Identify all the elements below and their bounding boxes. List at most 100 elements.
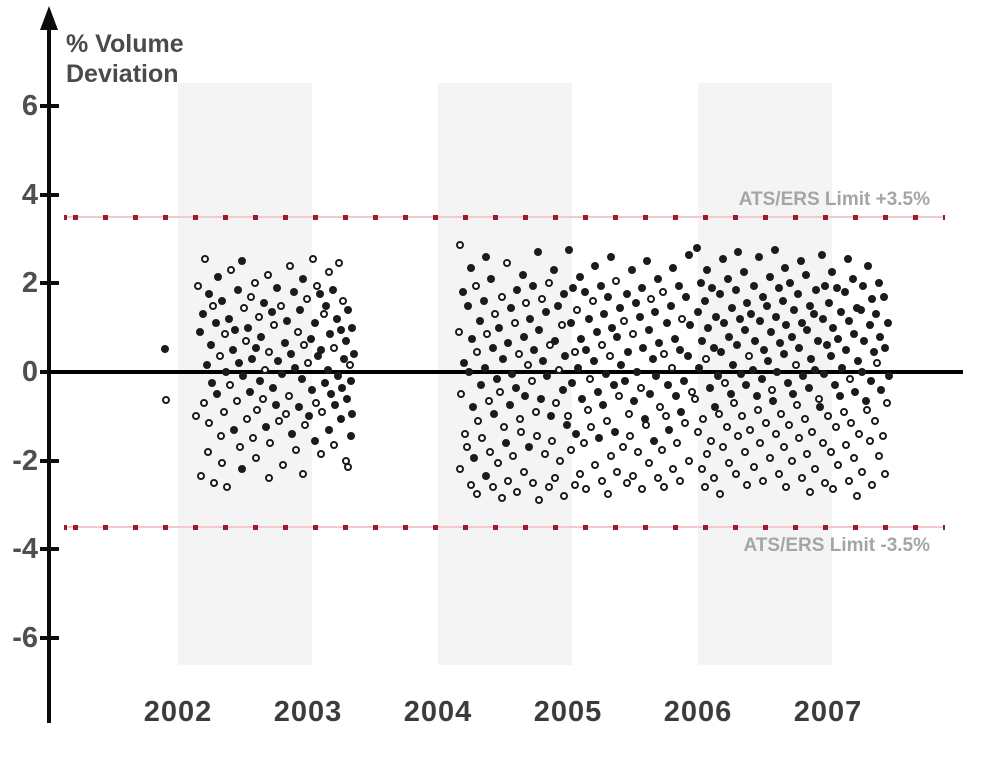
scatter-point-filled <box>213 390 221 399</box>
scatter-point-filled <box>645 390 654 399</box>
scatter-point-filled <box>237 465 246 474</box>
scatter-point-open <box>281 410 290 419</box>
scatter-point-filled <box>582 345 591 354</box>
scatter-point-filled <box>610 427 619 436</box>
scatter-point-filled <box>762 301 771 310</box>
limit-line-dashes <box>64 214 945 220</box>
scatter-point-filled <box>244 323 253 332</box>
scatter-point-filled <box>740 325 749 334</box>
scatter-point-filled <box>327 390 336 399</box>
scatter-point-filled <box>331 401 340 410</box>
scatter-point-open <box>219 407 228 416</box>
scatter-point-open <box>515 414 524 423</box>
scatter-point-filled <box>674 281 683 290</box>
scatter-point-filled <box>710 403 719 412</box>
scatter-point-open <box>276 301 285 310</box>
scatter-point-filled <box>809 310 818 319</box>
scatter-point-open <box>209 301 218 310</box>
scatter-point-open <box>304 359 312 368</box>
scatter-point-filled <box>769 396 778 405</box>
scatter-point-filled <box>735 314 744 323</box>
scatter-point-filled <box>817 250 826 259</box>
scatter-point-filled <box>716 290 725 299</box>
scatter-point-filled <box>289 288 298 297</box>
scatter-point-open <box>734 432 743 441</box>
scatter-point-filled <box>662 319 671 328</box>
scatter-point-open <box>579 438 588 447</box>
scatter-point-open <box>619 317 628 326</box>
scatter-point-filled <box>558 385 567 394</box>
scatter-point-filled <box>772 312 780 321</box>
scatter-point-open <box>232 396 241 405</box>
scatter-point-open <box>573 305 582 314</box>
scatter-point-filled <box>850 330 858 339</box>
limit-line <box>64 525 945 531</box>
scatter-point-open <box>701 354 710 363</box>
scatter-point-filled <box>346 432 355 441</box>
scatter-point-filled <box>825 299 834 308</box>
scatter-point-open <box>509 452 518 461</box>
scatter-point-open <box>552 399 561 407</box>
scatter-point-open <box>335 259 344 268</box>
scatter-point-filled <box>869 348 878 357</box>
scatter-point-filled <box>861 396 870 405</box>
scatter-point-open <box>462 443 471 452</box>
scatter-point-filled <box>525 443 533 452</box>
scatter-point-open <box>527 376 536 385</box>
scatter-point-open <box>791 361 800 370</box>
scatter-point-filled <box>820 370 829 379</box>
scatter-point-filled <box>790 305 799 314</box>
scatter-point-open <box>772 430 780 439</box>
scatter-point-open <box>850 454 858 463</box>
scatter-point-filled <box>775 339 784 348</box>
scatter-point-filled <box>535 325 544 334</box>
scatter-point-open <box>852 492 861 501</box>
scatter-point-filled <box>835 392 844 401</box>
scatter-point-open <box>821 478 830 487</box>
scatter-point-open <box>834 461 843 470</box>
scatter-point-open <box>514 350 523 359</box>
scatter-point-filled <box>866 376 875 385</box>
scatter-point-filled <box>677 407 686 416</box>
scatter-point-open <box>597 476 606 485</box>
scatter-point-filled <box>717 348 726 357</box>
scatter-point-open <box>738 412 747 421</box>
scatter-point-open <box>344 463 353 472</box>
scatter-point-filled <box>649 436 658 445</box>
scatter-point-open <box>544 279 553 288</box>
scatter-point-filled <box>530 345 539 354</box>
scatter-point-filled <box>600 310 609 319</box>
scatter-point-filled <box>606 252 615 261</box>
scatter-point-filled <box>543 372 552 381</box>
scatter-point-filled <box>336 325 345 334</box>
scatter-point-open <box>846 374 855 383</box>
scatter-point-filled <box>467 334 476 343</box>
scatter-point-open <box>193 281 202 290</box>
scatter-point-filled <box>519 332 528 341</box>
scatter-point-filled <box>749 281 758 290</box>
scatter-point-filled <box>218 297 227 306</box>
scatter-point-open <box>566 445 575 454</box>
scatter-point-filled <box>713 372 722 381</box>
scatter-point-open <box>258 394 267 403</box>
scatter-point-filled <box>813 336 822 345</box>
scatter-point-open <box>768 385 777 394</box>
scatter-point-open <box>613 467 622 476</box>
scatter-point-open <box>660 350 669 359</box>
scatter-point-open <box>782 483 791 492</box>
limit-label: ATS/ERS Limit -3.5% <box>743 535 930 557</box>
scatter-point-open <box>293 328 302 337</box>
scatter-point-filled <box>257 332 266 341</box>
scatter-point-filled <box>574 363 583 372</box>
scatter-point-filled <box>648 354 657 363</box>
scatter-point-filled <box>322 301 331 310</box>
scatter-point-filled <box>697 336 706 345</box>
scatter-point-filled <box>332 314 341 323</box>
scatter-point-open <box>473 489 481 498</box>
scatter-point-filled <box>569 283 578 292</box>
scatter-point-filled <box>718 255 727 264</box>
y-axis-arrow-icon <box>40 6 58 30</box>
scatter-point-filled <box>639 343 648 352</box>
scatter-point-filled <box>652 372 661 381</box>
scatter-point-filled <box>631 299 640 308</box>
